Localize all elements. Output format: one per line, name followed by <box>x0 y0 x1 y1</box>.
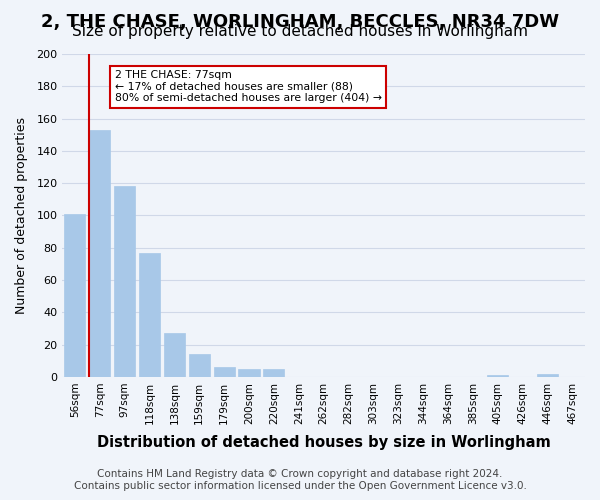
Bar <box>537 374 558 377</box>
Bar <box>89 130 110 377</box>
Bar <box>487 376 508 377</box>
Bar <box>64 214 85 377</box>
Bar <box>164 334 185 377</box>
Bar <box>214 367 235 377</box>
X-axis label: Distribution of detached houses by size in Worlingham: Distribution of detached houses by size … <box>97 435 551 450</box>
Bar <box>188 354 210 377</box>
Y-axis label: Number of detached properties: Number of detached properties <box>15 117 28 314</box>
Text: Contains HM Land Registry data © Crown copyright and database right 2024.
Contai: Contains HM Land Registry data © Crown c… <box>74 470 526 491</box>
Text: 2 THE CHASE: 77sqm
← 17% of detached houses are smaller (88)
80% of semi-detache: 2 THE CHASE: 77sqm ← 17% of detached hou… <box>115 70 382 103</box>
Bar <box>238 369 260 377</box>
Bar <box>263 369 284 377</box>
Bar <box>114 186 135 377</box>
Text: 2, THE CHASE, WORLINGHAM, BECCLES, NR34 7DW: 2, THE CHASE, WORLINGHAM, BECCLES, NR34 … <box>41 12 559 30</box>
Bar <box>139 252 160 377</box>
Text: Size of property relative to detached houses in Worlingham: Size of property relative to detached ho… <box>72 24 528 39</box>
